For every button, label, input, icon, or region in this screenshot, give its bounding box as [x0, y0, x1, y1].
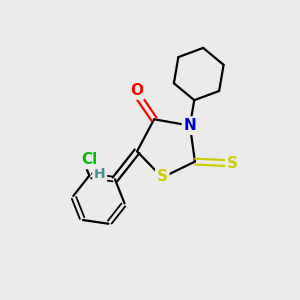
- Text: N: N: [184, 118, 196, 133]
- Text: O: O: [130, 83, 143, 98]
- Text: H: H: [94, 167, 106, 181]
- Text: S: S: [227, 155, 238, 170]
- Text: S: S: [157, 169, 168, 184]
- Text: Cl: Cl: [82, 152, 98, 167]
